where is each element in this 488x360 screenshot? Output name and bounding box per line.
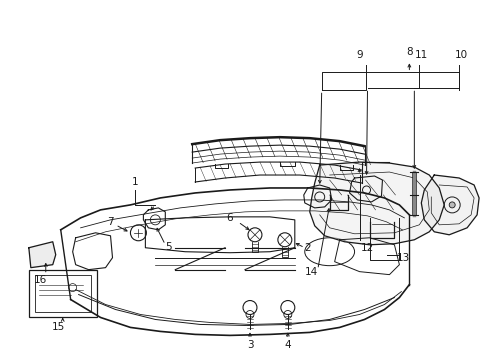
Text: 9: 9 bbox=[356, 50, 362, 60]
Text: 5: 5 bbox=[164, 242, 171, 252]
Text: 11: 11 bbox=[414, 50, 427, 60]
Circle shape bbox=[448, 202, 454, 208]
Text: 14: 14 bbox=[305, 267, 318, 276]
Text: 7: 7 bbox=[107, 217, 114, 227]
Text: 4: 4 bbox=[284, 340, 290, 350]
Text: 8: 8 bbox=[405, 48, 412, 58]
Polygon shape bbox=[29, 242, 56, 268]
Text: 1: 1 bbox=[132, 177, 139, 187]
Text: 12: 12 bbox=[360, 243, 373, 253]
Polygon shape bbox=[309, 162, 443, 245]
Polygon shape bbox=[421, 175, 478, 235]
Text: 15: 15 bbox=[52, 323, 65, 332]
Bar bbox=[29, 270, 96, 318]
Text: 13: 13 bbox=[396, 253, 409, 263]
Text: 10: 10 bbox=[454, 50, 467, 60]
Bar bbox=[35, 275, 90, 312]
Text: 3: 3 bbox=[246, 340, 253, 350]
Text: 2: 2 bbox=[304, 243, 310, 253]
Text: 16: 16 bbox=[34, 275, 47, 285]
Text: 6: 6 bbox=[226, 213, 233, 223]
